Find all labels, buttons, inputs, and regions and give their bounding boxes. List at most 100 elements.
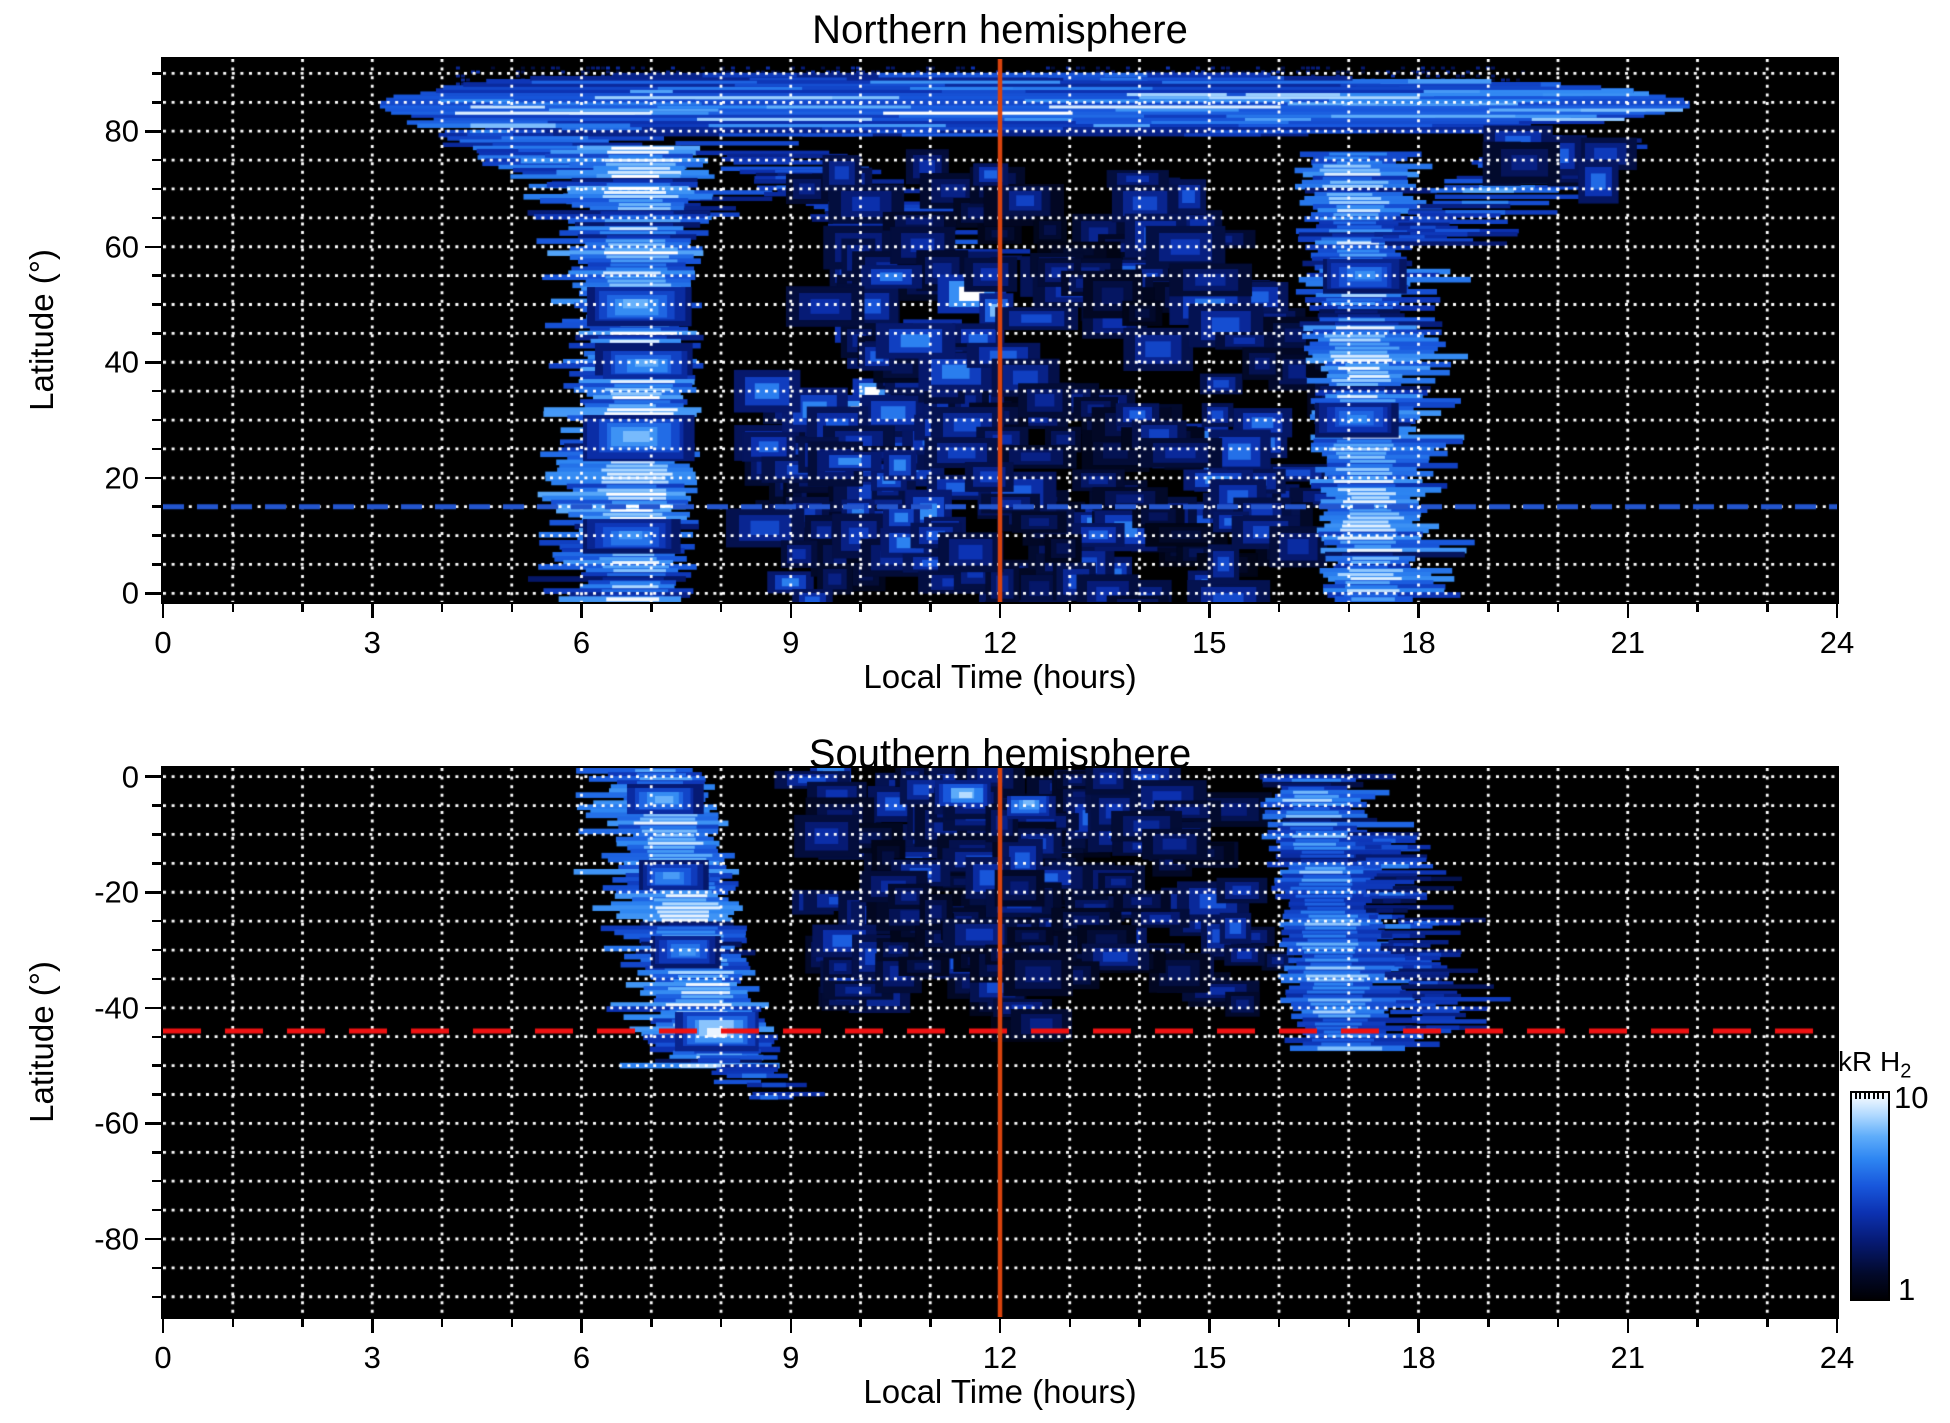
north-y-axis-label: Latitude (°) (23, 249, 60, 411)
north-y-minor-tick (152, 447, 161, 451)
south-x-major-tick (1835, 1319, 1839, 1333)
north-x-major-tick (371, 604, 374, 618)
south-x-minor-tick (1277, 1319, 1281, 1327)
north-y-minor-tick (152, 187, 161, 191)
north-x-minor-tick (1766, 604, 1769, 612)
colorbar (1850, 1091, 1890, 1301)
colorbar-min-label: 1 (1898, 1272, 1916, 1307)
north-y-minor-tick (152, 101, 161, 104)
colorbar-minor-tick (1854, 1093, 1857, 1099)
south-y-minor-tick (152, 833, 161, 836)
south-x-major-tick (1417, 1319, 1420, 1333)
south-x-minor-tick (1556, 1319, 1560, 1327)
north-x-major-tick (161, 604, 165, 618)
north-x-tick-label: 0 (154, 625, 172, 660)
south-heatmap-canvas (163, 768, 1837, 1317)
south-x-tick-label: 21 (1610, 1340, 1645, 1375)
north-y-minor-tick (152, 332, 161, 335)
north-x-minor-tick (301, 604, 304, 612)
south-x-tick-label: 6 (572, 1340, 591, 1375)
south-x-minor-tick (510, 1319, 514, 1327)
north-y-tick-label: 0 (121, 575, 139, 611)
south-x-tick-label: 12 (982, 1340, 1018, 1375)
south-x-major-tick (161, 1319, 165, 1333)
north-x-tick-label: 9 (782, 625, 800, 660)
south-x-tick-label: 15 (1192, 1340, 1227, 1375)
north-x-tick-label: 6 (572, 625, 591, 660)
south-y-minor-tick (152, 919, 161, 923)
south-y-tick-label: 0 (121, 759, 139, 795)
north-x-minor-tick (1068, 604, 1072, 612)
north-x-major-tick (789, 604, 793, 618)
south-x-minor-tick (650, 1319, 653, 1327)
colorbar-title: kR H2 (1838, 1046, 1912, 1083)
north-y-minor-tick (152, 534, 161, 537)
north-y-minor-tick (152, 563, 161, 566)
south-y-minor-tick (152, 977, 161, 981)
south-y-major-tick (145, 1006, 161, 1010)
colorbar-minor-tick (1872, 1093, 1875, 1099)
south-x-minor-tick (929, 1319, 932, 1327)
south-y-minor-tick (152, 804, 161, 807)
north-x-minor-tick (440, 604, 444, 612)
north-y-minor-tick (152, 303, 161, 306)
south-y-tick-label: -40 (94, 990, 139, 1026)
north-y-minor-tick (152, 158, 161, 162)
south-y-minor-tick (152, 1064, 161, 1067)
north-x-tick-label: 3 (363, 625, 381, 660)
south-x-minor-tick (719, 1319, 723, 1327)
south-y-tick-label: -20 (94, 874, 139, 910)
south-y-minor-tick (152, 1035, 161, 1039)
north-y-tick-label: 40 (104, 344, 139, 380)
colorbar-minor-tick (1863, 1093, 1866, 1099)
north-x-major-tick (1626, 604, 1630, 618)
south-x-major-tick (580, 1319, 583, 1333)
south-x-minor-tick (301, 1319, 304, 1327)
north-x-minor-tick (1138, 604, 1141, 612)
north-y-major-tick (145, 130, 161, 133)
north-x-minor-tick (1556, 604, 1560, 612)
north-x-tick-label: 18 (1401, 625, 1436, 660)
south-y-tick-label: -80 (94, 1221, 139, 1257)
north-y-major-tick (145, 592, 161, 595)
north-heatmap-canvas (163, 59, 1837, 602)
north-x-major-tick (1208, 604, 1211, 618)
north-x-axis-label: Local Time (hours) (863, 658, 1137, 695)
north-plot-title: Northern hemisphere (812, 8, 1188, 52)
south-x-major-tick (998, 1319, 1002, 1333)
north-y-minor-tick (152, 216, 161, 220)
south-y-axis-label: Latitude (°) (23, 961, 60, 1123)
south-x-minor-tick (1138, 1319, 1141, 1327)
north-x-minor-tick (1487, 604, 1490, 612)
south-x-major-tick (1208, 1319, 1211, 1333)
north-y-tick-label: 60 (104, 229, 139, 265)
north-x-tick-label: 15 (1192, 625, 1227, 660)
north-x-minor-tick (650, 604, 653, 612)
south-y-major-tick (145, 775, 161, 778)
south-x-minor-tick (1487, 1319, 1490, 1327)
south-y-minor-tick (152, 1266, 161, 1270)
south-x-tick-label: 24 (1819, 1340, 1855, 1375)
south-y-tick-label: -60 (94, 1105, 139, 1141)
north-y-minor-tick (152, 418, 161, 422)
south-x-minor-tick (440, 1319, 444, 1327)
south-x-tick-label: 0 (154, 1340, 172, 1375)
south-x-tick-label: 3 (363, 1340, 381, 1375)
north-x-minor-tick (231, 604, 235, 612)
colorbar-minor-tick (1877, 1093, 1879, 1099)
south-y-minor-tick (152, 1295, 161, 1299)
north-x-minor-tick (1347, 604, 1351, 612)
south-y-minor-tick (152, 948, 161, 952)
north-x-minor-tick (859, 604, 862, 612)
south-x-major-tick (371, 1319, 374, 1333)
north-y-major-tick (145, 245, 161, 249)
south-y-major-tick (145, 1237, 161, 1241)
north-y-tick-label: 20 (104, 460, 139, 496)
north-y-minor-tick (152, 389, 161, 393)
north-x-minor-tick (1696, 604, 1699, 612)
south-x-axis-label: Local Time (hours) (863, 1373, 1137, 1410)
south-x-major-tick (789, 1319, 793, 1333)
colorbar-minor-tick (1881, 1093, 1884, 1099)
south-y-major-tick (145, 891, 161, 894)
south-x-tick-label: 18 (1401, 1340, 1436, 1375)
